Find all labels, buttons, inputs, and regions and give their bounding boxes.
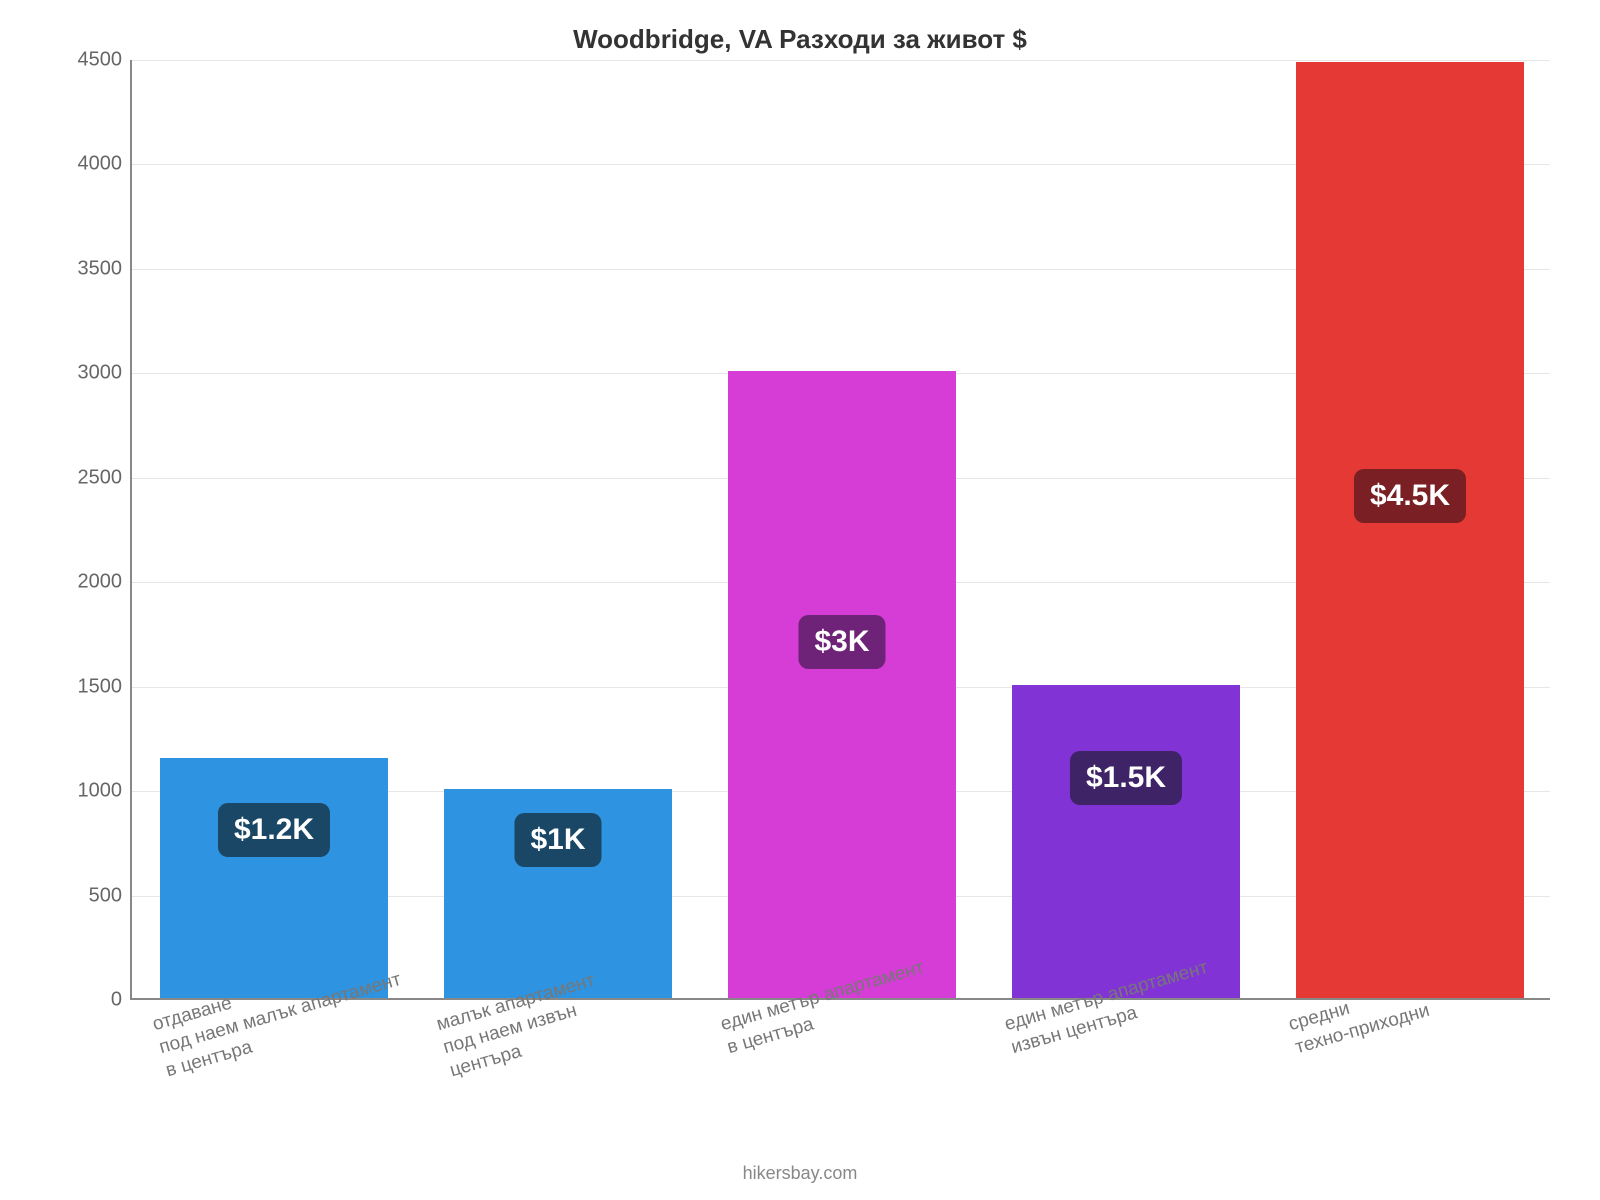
chart-container: Woodbridge, VA Разходи за живот $ 050010… — [0, 0, 1600, 1200]
y-tick-label: 1500 — [78, 675, 133, 698]
y-tick-label: 1000 — [78, 780, 133, 803]
bar: $3K — [728, 371, 955, 998]
y-tick-label: 2500 — [78, 466, 133, 489]
bar-value-label: $4.5K — [1354, 469, 1466, 523]
grid-line — [132, 60, 1550, 61]
y-tick-label: 2000 — [78, 571, 133, 594]
y-tick-label: 3000 — [78, 362, 133, 385]
y-tick-label: 4000 — [78, 153, 133, 176]
y-tick-label: 4500 — [78, 49, 133, 72]
bar-value-label: $1.5K — [1070, 751, 1182, 805]
bar: $4.5K — [1296, 62, 1523, 998]
y-tick-label: 500 — [89, 884, 132, 907]
bar: $1K — [444, 789, 671, 998]
bar: $1.5K — [1012, 685, 1239, 998]
chart-attribution: hikersbay.com — [0, 1163, 1600, 1184]
chart-title: Woodbridge, VA Разходи за живот $ — [0, 24, 1600, 55]
y-tick-label: 3500 — [78, 257, 133, 280]
bar-value-label: $1.2K — [218, 803, 330, 857]
y-tick-label: 0 — [111, 989, 132, 1012]
bar-value-label: $1K — [514, 813, 601, 867]
plot-area: 050010001500200025003000350040004500$1.2… — [130, 60, 1550, 1000]
bar-value-label: $3K — [798, 615, 885, 669]
